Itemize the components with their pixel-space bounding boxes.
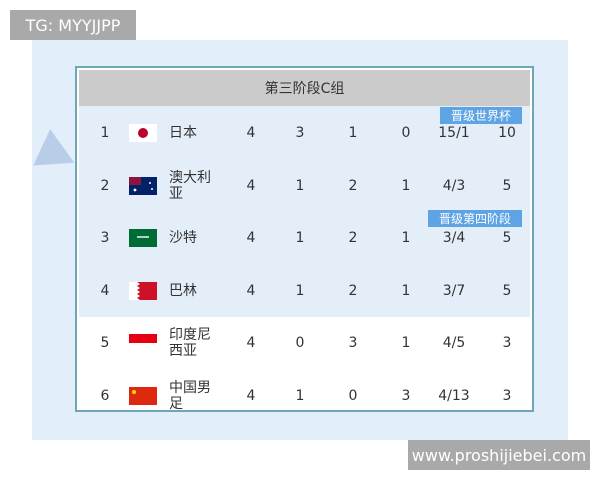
- indonesia-flag-icon: [129, 333, 157, 352]
- cell-points: 5: [502, 282, 512, 299]
- cell-won: 1: [295, 229, 305, 246]
- table-row: 6 4 1 0 3 4/13 3 中国男足: [79, 369, 530, 422]
- cell-drawn: 3: [348, 334, 358, 351]
- cell-points: 10: [498, 124, 516, 141]
- cell-goals: 4/13: [438, 387, 470, 404]
- cell-lost: 1: [401, 334, 411, 351]
- cell-drawn: 1: [348, 124, 358, 141]
- cell-drawn: 2: [348, 177, 358, 194]
- table-row: 5 4 0 3 1 4/5 3 印度尼西亚: [79, 316, 530, 369]
- cell-team: 巴林: [169, 282, 197, 299]
- table-row: 4 4 1 2 1 3/7 5 巴林: [79, 264, 530, 317]
- cell-rank: 3: [100, 229, 110, 246]
- cell-drawn: 0: [348, 387, 358, 404]
- cell-played: 4: [246, 124, 256, 141]
- bahrain-flag-icon: [129, 281, 157, 300]
- cell-won: 3: [295, 124, 305, 141]
- table-title: 第三阶段C组: [79, 70, 530, 106]
- cell-goals: 15/1: [438, 124, 470, 141]
- cell-played: 4: [246, 229, 256, 246]
- australia-flag-icon: [129, 176, 157, 195]
- cell-team: 中国男足: [169, 379, 211, 412]
- cell-team: 日本: [169, 124, 197, 141]
- china-flag-icon: [129, 386, 157, 405]
- fourth-stage-badge: 晋级第四阶段: [428, 210, 522, 227]
- cell-won: 1: [295, 177, 305, 194]
- world-cup-badge: 晋级世界杯: [440, 107, 522, 124]
- cell-played: 4: [246, 387, 256, 404]
- cell-rank: 6: [100, 387, 110, 404]
- cell-points: 5: [502, 229, 512, 246]
- table-row: 2 4 1 2 1 4/3 5 澳大利亚: [79, 159, 530, 212]
- cell-played: 4: [246, 177, 256, 194]
- cell-team: 澳大利亚: [169, 169, 211, 202]
- cell-team: 印度尼西亚: [169, 326, 211, 359]
- table-row: 1 4 3 1 0 15/1 10 日本: [79, 106, 530, 159]
- cell-points: 3: [502, 334, 512, 351]
- cell-lost: 1: [401, 229, 411, 246]
- japan-flag-icon: [129, 123, 157, 142]
- watermark-top-left: TG: MYYJJPP: [10, 10, 136, 40]
- cell-points: 3: [502, 387, 512, 404]
- cell-goals: 3/4: [442, 229, 466, 246]
- cell-won: 0: [295, 334, 305, 351]
- watermark-bottom-right: www.proshijiebei.com: [408, 440, 590, 470]
- cell-drawn: 2: [348, 229, 358, 246]
- cell-goals: 3/7: [442, 282, 466, 299]
- saudi-arabia-flag-icon: [129, 228, 157, 247]
- standings-table: 第三阶段C组 1 4 3 1 0 15/1 10 日本 2 4 1 2 1 4/3 5 澳大利亚 3 4 1 2 1 3/…: [75, 66, 534, 412]
- cell-won: 1: [295, 387, 305, 404]
- cell-rank: 4: [100, 282, 110, 299]
- cell-rank: 5: [100, 334, 110, 351]
- cell-played: 4: [246, 334, 256, 351]
- cell-lost: 0: [401, 124, 411, 141]
- cell-team: 沙特: [169, 229, 197, 246]
- cell-points: 5: [502, 177, 512, 194]
- cell-goals: 4/3: [442, 177, 466, 194]
- cell-goals: 4/5: [442, 334, 466, 351]
- cell-lost: 3: [401, 387, 411, 404]
- cell-rank: 1: [100, 124, 110, 141]
- cell-won: 1: [295, 282, 305, 299]
- cell-lost: 1: [401, 177, 411, 194]
- cell-played: 4: [246, 282, 256, 299]
- cell-drawn: 2: [348, 282, 358, 299]
- cell-rank: 2: [100, 177, 110, 194]
- cell-lost: 1: [401, 282, 411, 299]
